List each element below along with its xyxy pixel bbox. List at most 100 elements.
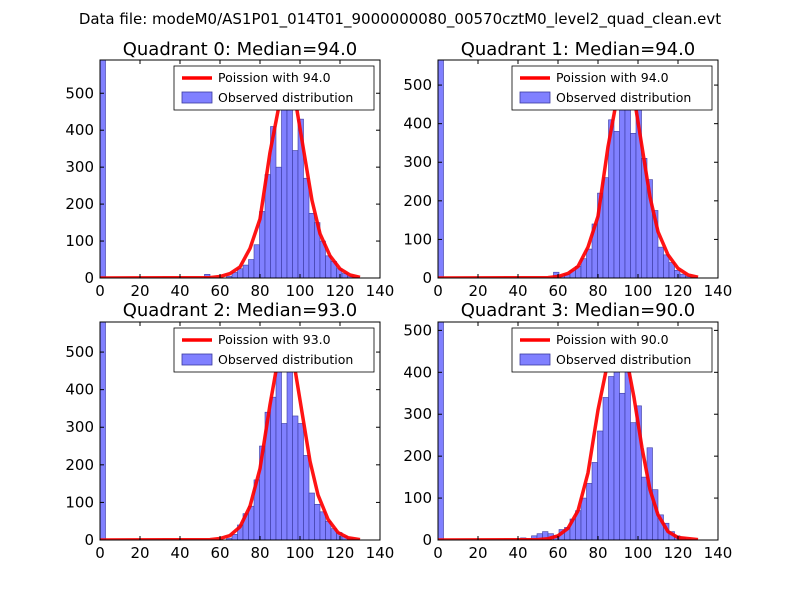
quadrant-3-hist-bar	[438, 322, 444, 540]
quadrant-2-legend-label-fit: Poission with 93.0	[218, 332, 331, 347]
quadrant-3-hist-bar	[602, 397, 609, 540]
quadrant-2-ytick-label: 400	[65, 381, 94, 399]
quadrant-0-xtick-label: 60	[210, 282, 229, 300]
quadrant-3-xtick-label: 60	[548, 544, 567, 562]
quadrant-1-title: Quadrant 1: Median=94.0	[461, 39, 696, 60]
quadrant-2-xtick-label: 80	[250, 544, 269, 562]
quadrant-0-axes-frame	[99, 59, 381, 279]
quadrant-3-ytick-label: 300	[403, 405, 432, 423]
quadrant-2-legend-label-hist: Observed distribution	[218, 352, 353, 367]
quadrant-2-ytick-label: 200	[65, 456, 94, 474]
quadrant-2-hist-bar	[314, 503, 321, 540]
quadrant-3-hist-bar	[597, 430, 604, 540]
quadrant-1-legend-bar-swatch	[519, 91, 551, 104]
quadrant-3-xtick-label: 120	[664, 544, 693, 562]
quadrant-3-ytick-label: 400	[403, 363, 432, 381]
quadrant-3-legend-label-fit: Poission with 90.0	[556, 332, 669, 347]
quadrant-0-ytick-label: 500	[65, 84, 94, 102]
quadrant-0-hist-bar	[275, 166, 282, 278]
quadrant-0-legend-bar-swatch	[181, 91, 213, 104]
quadrant-1-ytick-label: 300	[403, 153, 432, 171]
quadrant-0-hist-bar	[292, 150, 299, 278]
quadrant-3-hist-bar	[613, 342, 620, 540]
quadrant-2-ytick-label: 500	[65, 343, 94, 361]
quadrant-0-hist-bar	[100, 60, 106, 278]
quadrant-2-xtick-label: 60	[210, 544, 229, 562]
quadrant-1-hist-bar	[674, 269, 681, 278]
quadrant-2-hist-bar	[319, 511, 326, 540]
quadrant-2-legend: Poission with 93.0 Observed distribution	[173, 327, 375, 373]
quadrant-0-xtick-label: 0	[95, 282, 105, 300]
quadrant-1-ytick-label: 500	[403, 76, 432, 94]
quadrant-1-legend-label-fit: Poission with 94.0	[556, 70, 669, 85]
quadrant-0-xtick-label: 120	[326, 282, 355, 300]
quadrant-3-ytick-label: 200	[403, 447, 432, 465]
quadrant-3-hist-bar	[580, 497, 587, 540]
quadrant-1-ytick-label: 0	[422, 269, 432, 287]
quadrant-0-xtick-label: 20	[130, 282, 149, 300]
quadrant-0-ytick-label: 300	[65, 158, 94, 176]
quadrant-1-ytick-label: 200	[403, 192, 432, 210]
quadrant-1-xtick-label: 140	[704, 282, 733, 300]
quadrant-3-hist-bar	[641, 476, 648, 540]
quadrant-1-hist-bar	[663, 254, 670, 278]
quadrant-3-ytick-label: 500	[403, 321, 432, 339]
quadrant-1-hist-bar	[679, 273, 686, 278]
quadrant-2-hist-bar	[281, 423, 288, 540]
quadrant-2-xtick-label: 20	[130, 544, 149, 562]
quadrant-3-legend-bar-swatch	[519, 353, 551, 366]
figure-suptitle: Data file: modeM0/AS1P01_014T01_90000000…	[79, 10, 721, 29]
quadrant-3-hist-bar	[635, 405, 642, 540]
quadrant-0-hist-bar	[308, 213, 315, 278]
quadrant-1-xtick-label: 100	[624, 282, 653, 300]
quadrant-0-ytick-label: 200	[65, 195, 94, 213]
quadrant-1-hist-bar	[630, 133, 637, 278]
quadrant-1-xtick-label: 80	[588, 282, 607, 300]
quadrant-0-legend: Poission with 94.0 Observed distribution	[173, 65, 375, 111]
quadrant-0-ytick-label: 100	[65, 232, 94, 250]
quadrant-0-hist-bar	[286, 104, 293, 278]
quadrant-0-xtick-label: 80	[250, 282, 269, 300]
quadrant-0-hist-bar	[248, 259, 255, 278]
quadrant-2-hist-bar	[303, 455, 310, 540]
quadrant-1-hist-bar	[613, 131, 620, 278]
quadrant-3-xtick-label: 0	[433, 544, 443, 562]
quadrant-2-xtick-label: 120	[326, 544, 355, 562]
quadrant-2-ytick-label: 100	[65, 493, 94, 511]
quadrant-1-axes-frame	[437, 59, 719, 279]
quadrant-3-xtick-label: 20	[468, 544, 487, 562]
quadrant-2-axes-frame	[99, 321, 381, 541]
quadrant-3-panel: Quadrant 3: Median=90.0 0 20 40 60 80 100 120 1…	[403, 300, 732, 562]
quadrant-1-hist-bar	[652, 210, 659, 278]
quadrant-3-hist-bar	[591, 462, 598, 540]
quadrant-0-legend-label-hist: Observed distribution	[218, 90, 353, 105]
quadrant-3-hist-bar	[608, 376, 615, 540]
quadrant-2-hist-bar	[100, 322, 106, 540]
quadrant-1-ytick-label: 400	[403, 115, 432, 133]
quadrant-1-xtick-label: 0	[433, 282, 443, 300]
quadrant-1-xtick-label: 120	[664, 282, 693, 300]
quadrant-1-hist-bar	[586, 248, 593, 278]
quadrant-3-hist-bar	[630, 422, 637, 540]
quadrant-2-ytick-label: 300	[65, 418, 94, 436]
quadrant-3-axes-frame	[437, 321, 719, 541]
quadrant-1-hist-bar	[619, 100, 626, 278]
quadrant-3-ytick-label: 100	[403, 489, 432, 507]
quadrant-2-legend-bar-swatch	[181, 353, 213, 366]
quadrant-0-ytick-label: 0	[84, 269, 94, 287]
quadrant-3-xtick-label: 80	[588, 544, 607, 562]
quadrant-0-xtick-label: 40	[170, 282, 189, 300]
quadrant-3-xtick-label: 140	[704, 544, 733, 562]
quadrant-1-hist-bar	[657, 246, 664, 278]
quadrant-0-panel: Quadrant 0: Median=94.0 0 20 40 60 80 100 120 1…	[65, 39, 394, 300]
quadrant-3-legend-label-hist: Observed distribution	[556, 352, 691, 367]
quadrant-2-xtick-label: 0	[95, 544, 105, 562]
quadrant-2-hist-bar	[292, 415, 299, 540]
quadrant-2-title: Quadrant 2: Median=93.0	[123, 300, 358, 321]
quadrant-1-panel: Quadrant 1: Median=94.0 0 20 40 60 80 100 120 1…	[403, 39, 732, 300]
quadrant-3-plot-area	[438, 322, 699, 540]
quadrant-3-hist-bar	[586, 483, 593, 540]
quadrant-3-ytick-label: 0	[422, 531, 432, 549]
quadrant-0-xtick-label: 140	[366, 282, 395, 300]
